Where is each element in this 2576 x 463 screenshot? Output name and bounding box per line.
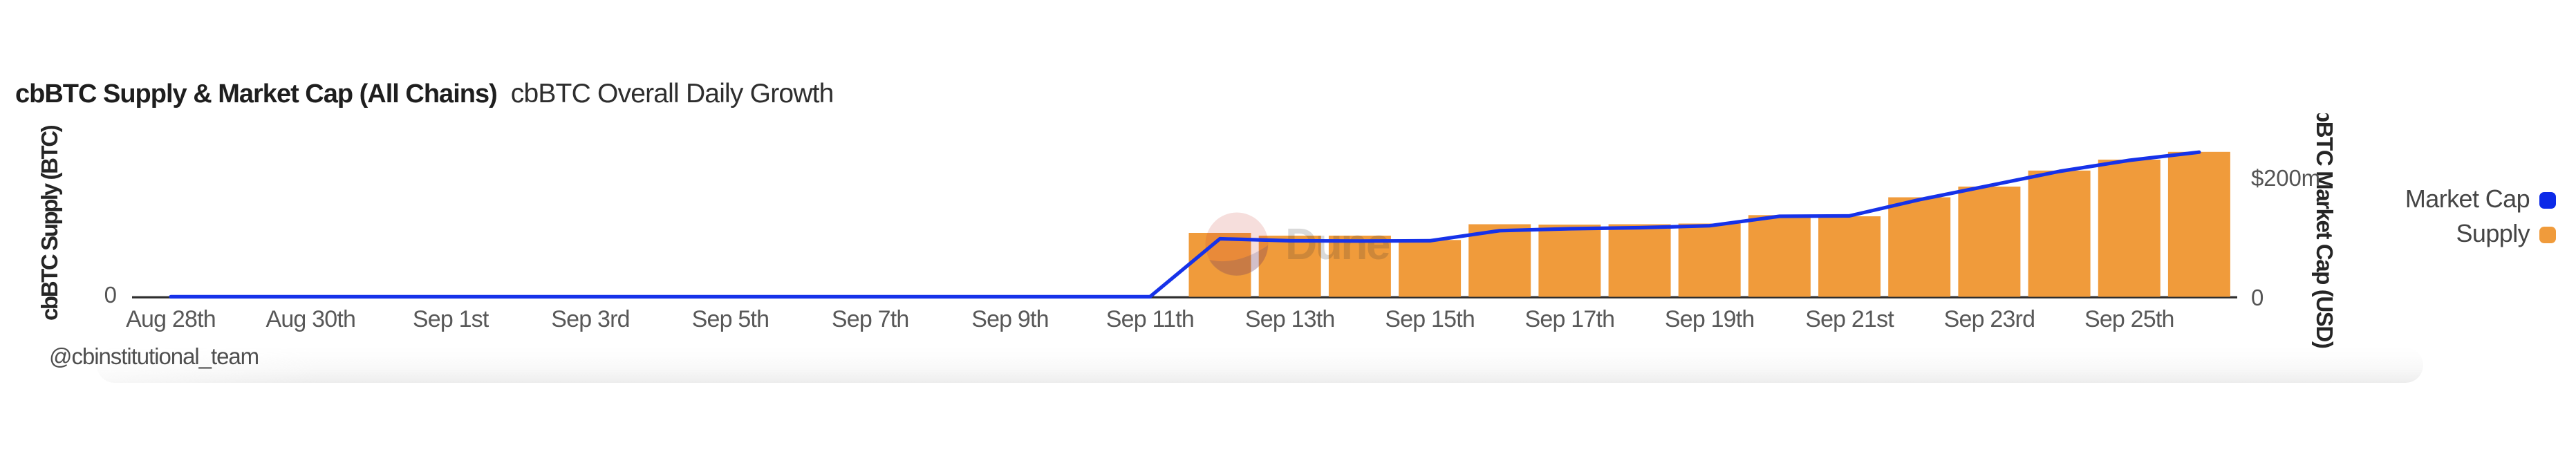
svg-text:Dune: Dune	[1285, 219, 1390, 269]
